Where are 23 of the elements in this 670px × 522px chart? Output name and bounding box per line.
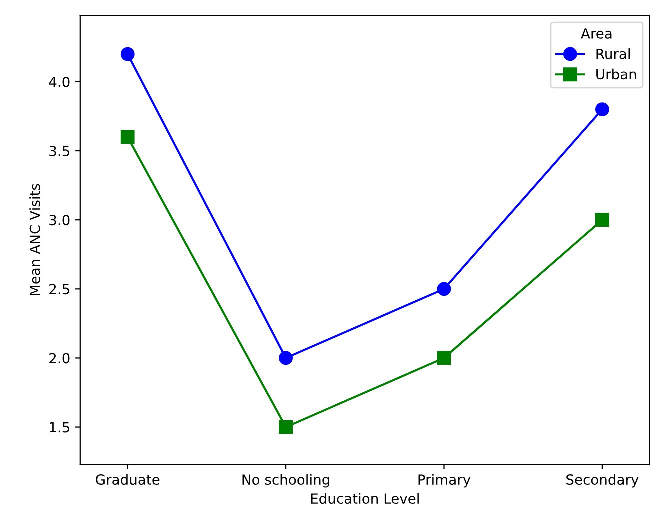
y-tick-label: 4.0 <box>49 76 70 88</box>
x-tick-label: Graduate <box>96 474 160 486</box>
y-tick-label: 2.5 <box>50 284 70 295</box>
point <box>437 282 452 296</box>
x-tick-label: Primary <box>418 474 471 488</box>
x-tick-label: No schooling <box>242 474 330 488</box>
point <box>437 351 452 366</box>
y-tick-label: 3.5 <box>50 146 70 156</box>
legend-label: Rural <box>596 48 630 60</box>
point <box>595 213 610 228</box>
y-tick-label: 3.0 <box>50 215 70 226</box>
y-tick-label: 1.5 <box>50 422 70 433</box>
x-axis-title: Education Level <box>311 493 419 504</box>
x-tick-label: Secondary <box>566 474 639 488</box>
y-tick-label: 2.0 <box>50 353 70 364</box>
point <box>120 47 135 62</box>
point <box>279 420 293 434</box>
point <box>120 130 135 144</box>
y-axis-title: Mean ANC Visits <box>30 184 40 296</box>
legend-label: Urban <box>596 68 636 80</box>
point <box>279 351 293 366</box>
point <box>595 102 610 117</box>
legend-title: Area <box>581 28 612 39</box>
